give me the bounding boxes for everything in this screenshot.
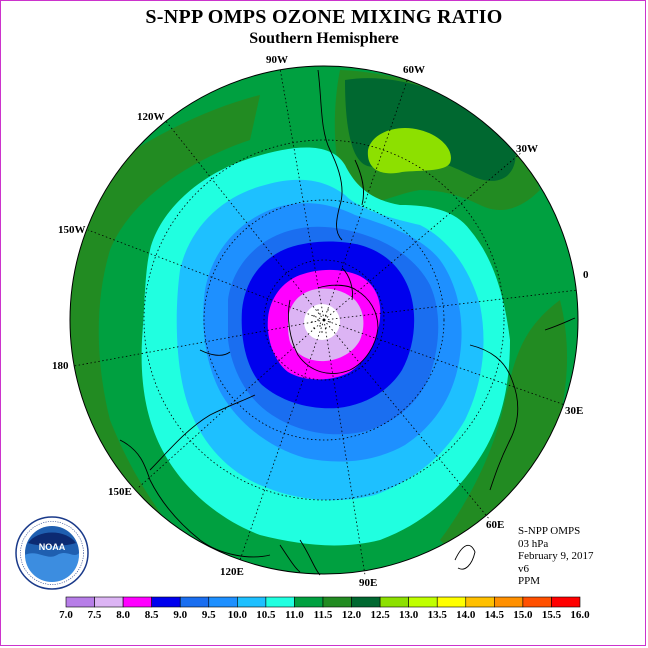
lon-label-120e: 120E — [220, 566, 244, 578]
legend-swatch — [379, 596, 409, 608]
coast-antarctica — [287, 284, 379, 374]
legend-swatch — [551, 596, 581, 608]
lon-label-30e: 30E — [565, 405, 583, 417]
legend-tick-label: 12.5 — [370, 609, 390, 621]
lon-label-90w: 90W — [266, 54, 288, 66]
legend-tick-label: 7.5 — [88, 609, 102, 621]
lon-label-150e: 150E — [108, 486, 132, 498]
info-instrument: S-NPP OMPS — [518, 525, 581, 537]
legend-tick-label: 16.0 — [570, 609, 590, 621]
legend-swatch — [436, 596, 467, 608]
legend-tick-label: 7.0 — [59, 609, 73, 621]
coast-africa — [469, 317, 576, 491]
info-version: v6 — [518, 562, 529, 575]
legend-tick-label: 8.5 — [145, 609, 159, 621]
map-title: S-NPP OMPS OZONE MIXING RATIO — [145, 6, 503, 28]
legend-tick-label: 14.5 — [485, 609, 505, 621]
legend-colorbar: 7.0 7.5 8.0 8.5 9.0 9.5 10.0 10.5 11.0 11.5 12.0 12… — [59, 596, 590, 621]
legend-tick-label: 10.0 — [228, 609, 248, 621]
legend-swatch — [122, 596, 152, 608]
legend-tick-label: 8.0 — [116, 609, 130, 621]
band-11-5-east — [440, 300, 568, 560]
legend-swatch — [494, 596, 524, 608]
coastlines — [119, 69, 576, 576]
legend-swatch — [94, 596, 124, 608]
legend-tick-label: 10.5 — [256, 609, 276, 621]
graticule — [73, 67, 579, 576]
legend-swatch — [408, 596, 438, 608]
legend-tick-label: 15.5 — [542, 609, 562, 621]
band-12-5-blob — [367, 128, 451, 174]
legend-tick-label: 13.0 — [399, 609, 419, 621]
map-border — [69, 65, 579, 575]
coast-new-zealand — [199, 349, 231, 356]
coast-australia — [119, 394, 271, 558]
legend-swatch — [179, 596, 210, 608]
coast-madagascar — [454, 544, 476, 570]
lon-label-180: 180 — [52, 360, 69, 372]
band-7-0-core — [304, 304, 340, 340]
legend-swatch — [522, 596, 552, 608]
map-subtitle: Southern Hemisphere — [249, 30, 399, 47]
lon-label-90e: 90E — [359, 577, 377, 589]
longitude-labels: 90W 60W 30W 0 30E 60E 90E 120E 150E 180 … — [52, 54, 589, 589]
lon-label-120w: 120W — [137, 111, 165, 123]
noaa-logo: NOAA — [15, 516, 89, 590]
legend-swatch — [208, 596, 238, 608]
lon-label-150w: 150W — [58, 224, 86, 236]
legend-swatch — [351, 596, 381, 608]
legend-swatch — [65, 596, 95, 608]
legend-tick-label: 9.5 — [202, 609, 216, 621]
info-date: February 9, 2017 — [518, 550, 594, 562]
info-level: 03 hPa — [518, 537, 549, 550]
coast-antarctic-peninsula — [341, 267, 353, 301]
lon-label-60e: 60E — [486, 519, 504, 531]
coast-indonesia — [279, 539, 321, 576]
info-block: S-NPP OMPS 03 hPa February 9, 2017 v6 PP… — [518, 525, 638, 588]
info-units: PPM — [518, 575, 541, 587]
legend-tick-label: 15.0 — [513, 609, 533, 621]
ozone-contours — [70, 66, 578, 574]
band-11-5-west — [70, 95, 260, 560]
legend-swatch — [151, 596, 181, 608]
legend-tick-label: 11.0 — [285, 609, 304, 621]
lon-label-0: 0 — [583, 269, 589, 281]
legend-swatch — [294, 596, 324, 608]
lon-label-30w: 30W — [516, 143, 538, 155]
legend-tick-label: 13.5 — [428, 609, 448, 621]
legend-swatch — [465, 596, 495, 608]
legend-swatch — [322, 596, 352, 608]
legend-tick-label: 12.0 — [342, 609, 362, 621]
legend-tick-label: 11.5 — [314, 609, 333, 621]
coast-south-america — [317, 69, 365, 241]
legend-tick-label: 14.0 — [456, 609, 476, 621]
legend-swatch — [265, 596, 295, 608]
legend-swatch — [237, 596, 267, 608]
noaa-logo-text: NOAA — [39, 542, 66, 552]
legend-tick-label: 9.0 — [173, 609, 187, 621]
lon-label-60w: 60W — [403, 64, 425, 76]
